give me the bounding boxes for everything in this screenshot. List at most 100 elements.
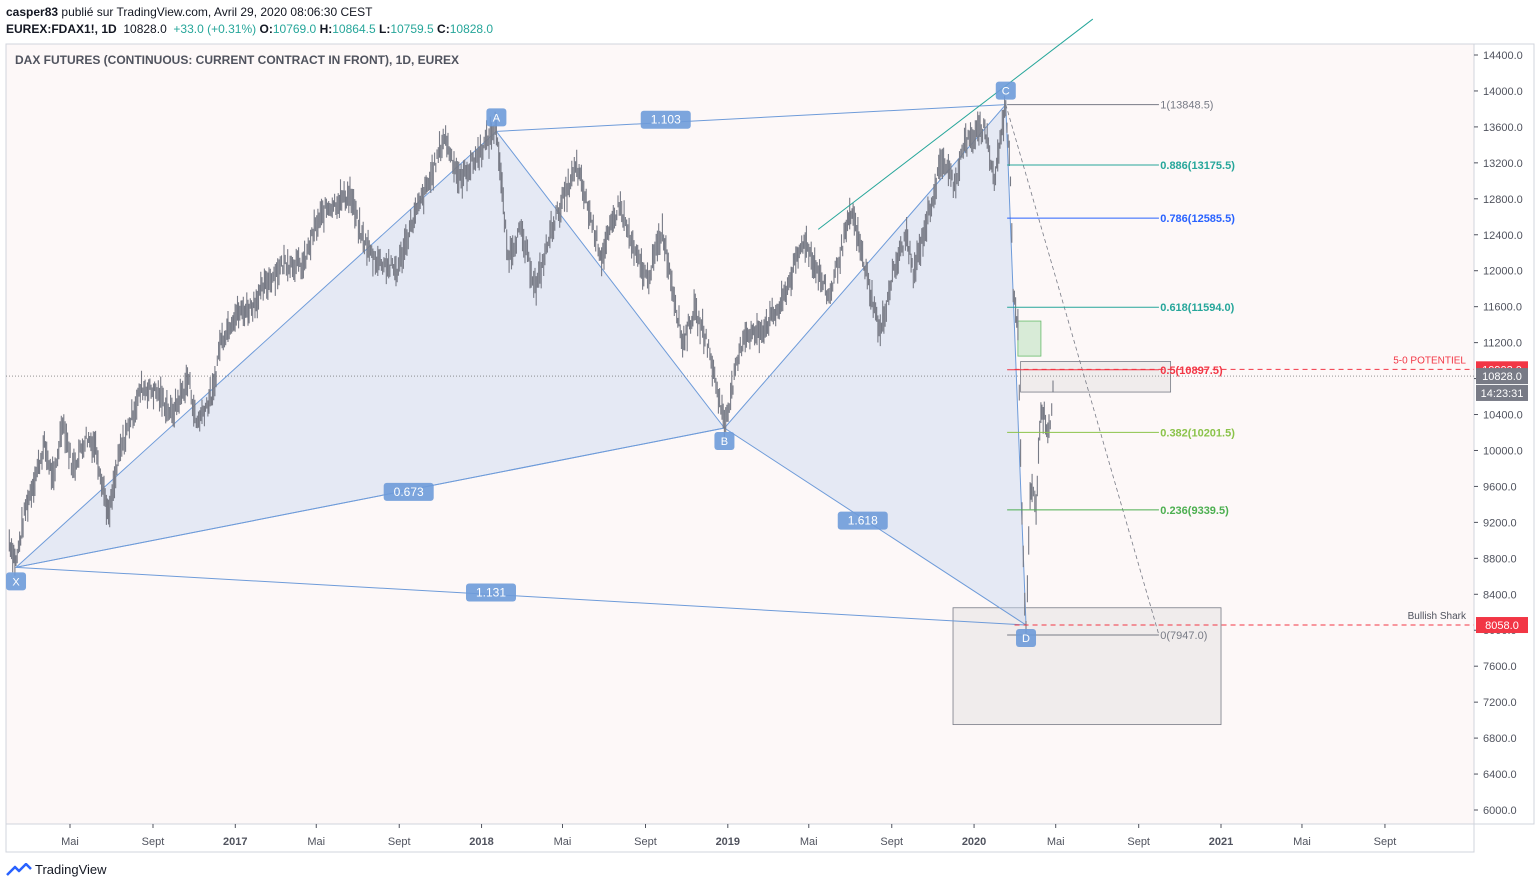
pattern-point-x[interactable]: X: [6, 572, 27, 591]
fib-level-label: 0.236(9339.5): [1160, 505, 1229, 517]
price-badge-bg: [1476, 384, 1528, 401]
pattern-point-b[interactable]: B: [714, 432, 735, 451]
pattern-point-badge: [486, 108, 507, 127]
plot-area: [5, 43, 1475, 825]
y-tick-label: 10400.0: [1483, 410, 1523, 422]
price-chart[interactable]: DAX FUTURES (CONTINUOUS: CURRENT CONTRAC…: [0, 0, 1540, 862]
y-tick-label: 13600.0: [1483, 122, 1523, 134]
x-tick-label: Mai: [307, 836, 325, 848]
x-tick-label: Sept: [142, 836, 165, 848]
low-label: L:: [378, 22, 391, 36]
potential-label: 5-0 POTENTIEL: [1393, 355, 1466, 366]
price-badge-bg: [1476, 617, 1528, 634]
pattern-leg-xd: [15, 566, 1027, 626]
y-tick-label: 11600.0: [1483, 302, 1522, 314]
publisher-name: casper83: [6, 5, 59, 19]
y-tick-label: 12400.0: [1483, 230, 1523, 242]
pattern-leg-ac: [496, 104, 1006, 132]
pattern-point-d[interactable]: D: [1016, 629, 1037, 648]
price-badge[interactable]: 10828.0: [1476, 368, 1528, 385]
pattern-point-c[interactable]: C: [995, 81, 1016, 100]
entry-zone-box[interactable]: [1017, 320, 1042, 357]
x-tick-label: Mai: [800, 836, 818, 848]
published-text: publié sur TradingView.com, Avril 29, 20…: [61, 5, 373, 19]
x-tick-label: Mai: [1293, 836, 1311, 848]
y-tick-label: 10000.0: [1483, 445, 1523, 457]
fib-level-label: 0.382(10201.5): [1160, 427, 1235, 439]
pattern-point-label: A: [493, 112, 501, 124]
y-tick-label: 12000.0: [1483, 266, 1523, 278]
y-tick-label: 9600.0: [1483, 481, 1517, 493]
fib-level-label: 0.886(13175.5): [1160, 160, 1235, 172]
pattern-point-label: D: [1022, 633, 1030, 645]
pattern-point-label: B: [721, 436, 728, 448]
y-tick-label: 6800.0: [1483, 733, 1517, 745]
ratio-badge-label: 1.618: [848, 514, 878, 528]
y-tick-label: 6000.0: [1483, 805, 1517, 817]
fib-level-label: 1(13848.5): [1160, 100, 1213, 112]
ratio-badge[interactable]: 1.131: [465, 583, 516, 602]
y-tick-label: 9200.0: [1483, 517, 1517, 529]
symbol-label: EUREX:FDAX1!, 1D: [6, 22, 117, 36]
price-bars: [8, 95, 1054, 640]
footer-brand-text: TradingView: [35, 862, 107, 877]
ratio-badge[interactable]: 1.103: [640, 110, 691, 129]
pattern-point-badge: [6, 572, 27, 591]
resistance-zone-box[interactable]: [1020, 361, 1172, 393]
x-tick-label: Mai: [61, 836, 79, 848]
fib-level-label: 0.618(11594.0): [1160, 302, 1234, 314]
time-scale[interactable]: [5, 823, 1475, 853]
tradingview-logo-icon: [6, 862, 32, 876]
price-badge-bg: [1476, 368, 1528, 385]
pattern-leg-xb: [15, 427, 725, 568]
close-label: C:: [437, 22, 450, 36]
y-tick-label: 8800.0: [1483, 553, 1517, 565]
pattern-point-badge: [1016, 629, 1037, 648]
fib-level-label: 0.5(10897.5): [1160, 365, 1223, 377]
open-label: O:: [259, 22, 273, 36]
y-tick-label: 14400.0: [1483, 50, 1523, 62]
ratio-badge-bg: [465, 583, 516, 602]
price-change: +33.0 (+0.31%): [173, 22, 257, 36]
x-tick-label: Mai: [1047, 836, 1065, 848]
pattern-point-badge: [714, 432, 735, 451]
pattern-point-a[interactable]: A: [486, 108, 507, 127]
x-tick-label: Sept: [388, 836, 411, 848]
ratio-badge-bg: [383, 482, 434, 501]
x-tick-label: Sept: [634, 836, 657, 848]
ratio-badge-bg: [640, 110, 691, 129]
fib-level-label: 0.786(12585.5): [1160, 213, 1235, 225]
close-value: 10828.0: [449, 22, 494, 36]
x-tick-label: 2020: [962, 836, 986, 848]
ratio-badge-label: 0.673: [394, 485, 424, 499]
y-tick-label: 7200.0: [1483, 697, 1517, 709]
publish-info: casper83 publié sur TradingView.com, Avr…: [6, 5, 372, 19]
fib-level-label: 0(7947.0): [1160, 630, 1207, 642]
y-tick-label: 12800.0: [1483, 194, 1523, 206]
upper-trendline[interactable]: [817, 18, 1094, 230]
high-label: H:: [319, 22, 333, 36]
price-scale[interactable]: [1473, 43, 1535, 825]
price-badge-label: 10828.0: [1482, 371, 1522, 383]
high-value: 10864.5: [332, 22, 376, 36]
symbol-info-bar: EUREX:FDAX1!, 1D 10828.0 +33.0 (+0.31%) …: [6, 22, 493, 36]
y-tick-label: 7600.0: [1483, 661, 1517, 673]
x-tick-label: 2017: [223, 836, 247, 848]
prz-target-box[interactable]: [952, 607, 1222, 726]
ratio-badge-bg: [837, 511, 888, 530]
ratio-badge-label: 1.103: [651, 113, 681, 127]
low-value: 10759.5: [390, 22, 434, 36]
y-tick-label: 11200.0: [1483, 338, 1522, 350]
price-badge-label: 8058.0: [1485, 620, 1519, 632]
price-badge[interactable]: 8058.0: [1476, 617, 1528, 634]
ratio-badge[interactable]: 1.618: [837, 511, 888, 530]
y-tick-label: 13200.0: [1483, 158, 1523, 170]
x-tick-label: Sept: [1127, 836, 1150, 848]
price-badge[interactable]: 14:23:31: [1476, 384, 1528, 401]
pattern-point-label: C: [1002, 86, 1010, 98]
footer-brand[interactable]: TradingView: [6, 862, 107, 877]
pattern-point-label: X: [12, 576, 20, 588]
x-tick-label: Sept: [1374, 836, 1397, 848]
ratio-badge[interactable]: 0.673: [383, 482, 434, 501]
ratio-badge-label: 1.131: [476, 585, 506, 599]
